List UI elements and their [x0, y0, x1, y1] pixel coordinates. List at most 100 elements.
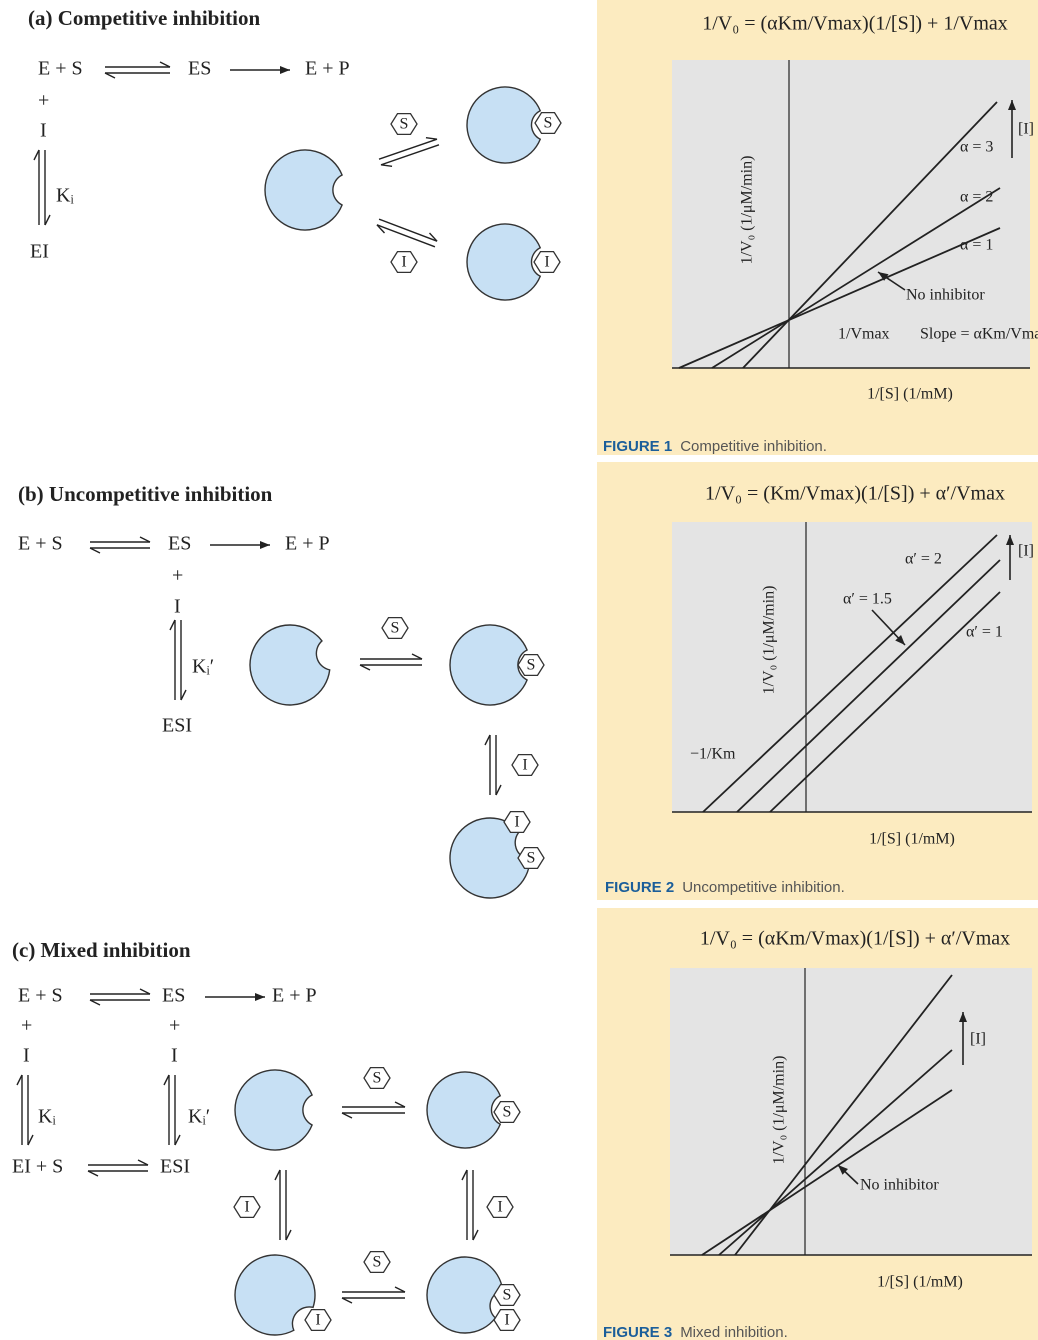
- caption-number: FIGURE 3: [603, 1324, 672, 1340]
- enzyme: [450, 625, 527, 705]
- x-axis-label: 1/[S] (1/mM): [869, 831, 955, 848]
- plot-annotation: No inhibitor: [906, 287, 985, 304]
- scheme-label: ES: [168, 533, 191, 555]
- scheme-label: I: [171, 1045, 178, 1067]
- token-label: I: [315, 1312, 320, 1329]
- token-label: I: [514, 814, 519, 831]
- y-axis-label: 1/V₀ (1/μM/min): [739, 156, 756, 265]
- harpoon: [45, 215, 50, 225]
- token-label: S: [391, 620, 400, 637]
- harpoon: [160, 62, 170, 67]
- token-label: S: [400, 116, 409, 133]
- scheme-label: ESI: [160, 1156, 190, 1178]
- harpoon: [140, 537, 150, 542]
- token-label: S: [503, 1104, 512, 1121]
- equation: 1/V₀ = (αKm/Vmax)(1/[S]) + α′/Vmax: [700, 928, 1010, 950]
- caption-number: FIGURE 1: [603, 438, 672, 455]
- panel-title: (a) Competitive inhibition: [28, 6, 260, 30]
- harpoon: [496, 785, 501, 795]
- scheme-label: E + P: [272, 985, 317, 1007]
- plot-area: [672, 522, 1032, 812]
- arrow-head: [255, 993, 265, 1001]
- caption-number: FIGURE 2: [605, 879, 674, 896]
- plot-annotation: α = 1: [960, 237, 993, 254]
- token-label: S: [527, 850, 536, 867]
- harpoon: [181, 690, 186, 700]
- token-label: S: [527, 657, 536, 674]
- harpoon: [395, 1287, 405, 1292]
- enzyme: [235, 1255, 315, 1335]
- x-axis-label: 1/[S] (1/mM): [877, 1274, 963, 1291]
- harpoon: [90, 548, 100, 553]
- plot-annotation: α = 2: [960, 189, 993, 206]
- harpoon: [105, 73, 115, 78]
- scheme-label: I: [23, 1045, 30, 1067]
- plot-area: [672, 60, 1030, 368]
- token-label: I: [544, 254, 549, 271]
- equilibrium-arrow: [379, 219, 437, 241]
- caption-text: Competitive inhibition.: [680, 438, 827, 455]
- equation: 1/V₀ = (αKm/Vmax)(1/[S]) + 1/Vmax: [702, 13, 1008, 35]
- caption-text: Mixed inhibition.: [680, 1324, 788, 1340]
- harpoon: [34, 150, 39, 160]
- harpoon: [462, 1170, 467, 1180]
- token-label: I: [497, 1199, 502, 1216]
- plot-area: [670, 968, 1032, 1255]
- plot-annotation: [I]: [1018, 121, 1034, 138]
- token-label: I: [504, 1312, 509, 1329]
- token-label: S: [373, 1254, 382, 1271]
- equilibrium-arrow: [377, 225, 435, 247]
- scheme-label: E + P: [305, 58, 350, 80]
- enzyme: [467, 224, 540, 300]
- plot-annotation: 1/Vmax: [838, 326, 890, 343]
- token-label: I: [401, 254, 406, 271]
- harpoon: [170, 620, 175, 630]
- scheme-label: +: [172, 565, 183, 587]
- token-label: S: [373, 1070, 382, 1087]
- harpoon: [175, 1135, 180, 1145]
- scheme-label: Kᵢ: [56, 185, 74, 207]
- harpoon: [381, 165, 392, 166]
- enzyme: [250, 625, 330, 705]
- scheme-label: +: [169, 1015, 180, 1037]
- y-axis-label: 1/V₀ (1/μM/min): [761, 586, 778, 695]
- y-axis-label: 1/V₀ (1/μM/min): [771, 1056, 788, 1165]
- harpoon: [275, 1170, 280, 1180]
- enzyme: [467, 87, 540, 163]
- scheme-label: E + S: [18, 533, 63, 555]
- enzyme: [427, 1072, 500, 1148]
- token-label: I: [522, 757, 527, 774]
- harpoon: [138, 1160, 148, 1165]
- harpoon: [473, 1230, 478, 1240]
- enzyme: [427, 1257, 503, 1333]
- harpoon: [485, 735, 490, 745]
- harpoon: [17, 1075, 22, 1085]
- plot-annotation: [I]: [1018, 543, 1034, 560]
- scheme-label: E + P: [285, 533, 330, 555]
- scheme-label: +: [38, 90, 49, 112]
- harpoon: [164, 1075, 169, 1085]
- harpoon: [360, 665, 370, 670]
- scheme-label: I: [40, 120, 47, 142]
- plot-annotation: α = 3: [960, 139, 993, 156]
- harpoon: [342, 1298, 352, 1303]
- plot-annotation: α′ = 2: [905, 551, 942, 568]
- harpoon: [88, 1171, 98, 1176]
- token-label: S: [503, 1287, 512, 1304]
- token-label: I: [244, 1199, 249, 1216]
- figure-page: (a) Competitive inhibition E + S ES E + P + I…: [0, 0, 1038, 1340]
- panel-title: (b) Uncompetitive inhibition: [18, 482, 273, 506]
- harpoon: [426, 138, 437, 139]
- scheme-label: EI + S: [12, 1156, 63, 1178]
- scheme-label: Kᵢ: [38, 1106, 56, 1128]
- scheme-label: I: [174, 596, 181, 618]
- scheme-label: Kᵢ′: [192, 656, 214, 678]
- enzyme: [265, 150, 342, 230]
- caption-text: Uncompetitive inhibition.: [682, 879, 845, 896]
- harpoon: [342, 1113, 352, 1118]
- arrow-head: [260, 541, 270, 549]
- harpoon: [28, 1135, 33, 1145]
- scheme-label: Kᵢ′: [188, 1106, 210, 1128]
- plot-annotation: [I]: [970, 1031, 986, 1048]
- scheme-label: ES: [162, 985, 185, 1007]
